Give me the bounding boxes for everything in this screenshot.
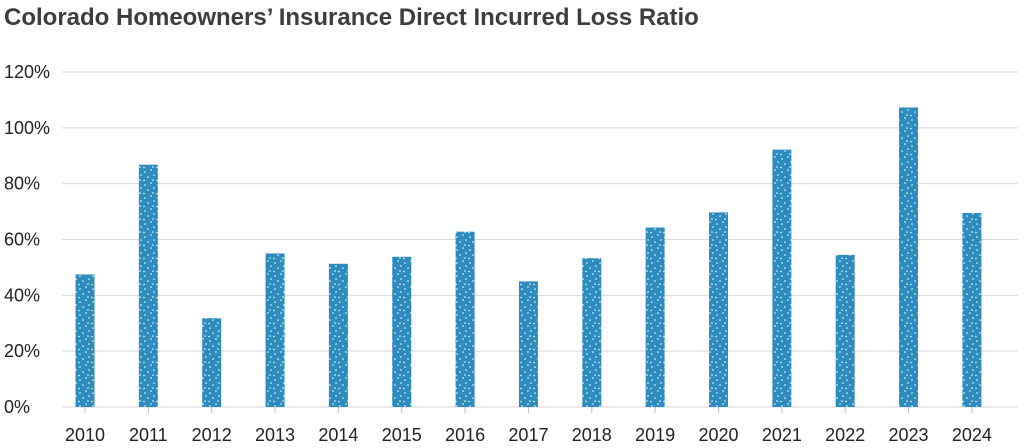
bar-2021 [772, 149, 792, 407]
y-tick-label: 20% [4, 341, 40, 361]
bar-2022 [835, 254, 855, 407]
y-tick-label: 0% [4, 397, 30, 417]
x-tick-label: 2014 [318, 425, 358, 445]
y-tick-label: 60% [4, 230, 40, 250]
bar-2024 [962, 212, 982, 407]
bar-2023 [899, 107, 919, 408]
x-tick-label: 2022 [825, 425, 865, 445]
y-tick-label: 80% [4, 174, 40, 194]
bar-2019 [645, 227, 665, 407]
x-tick-label: 2023 [889, 425, 929, 445]
bar-2018 [582, 258, 602, 407]
bar-2016 [455, 231, 475, 407]
bar-2011 [138, 164, 158, 407]
bar-2015 [392, 256, 412, 407]
bar-2014 [328, 263, 348, 407]
y-tick-label: 100% [4, 118, 50, 138]
x-tick-label: 2013 [255, 425, 295, 445]
bar-2010 [75, 274, 95, 407]
bars [75, 107, 982, 408]
bar-2012 [202, 318, 222, 407]
x-tick-label: 2019 [635, 425, 675, 445]
x-tick-label: 2010 [65, 425, 105, 445]
y-tick-label: 40% [4, 285, 40, 305]
y-tick-label: 120% [4, 62, 50, 82]
x-tick-label: 2020 [698, 425, 738, 445]
y-axis-tick-labels: 0% 20% 40% 60% 80% 100% 120% [4, 62, 50, 417]
x-tick-label: 2012 [192, 425, 232, 445]
chart-title: Colorado Homeowners’ Insurance Direct In… [4, 4, 699, 31]
x-tick-label: 2011 [129, 425, 168, 445]
x-tick-label: 2018 [572, 425, 612, 445]
gridlines [62, 71, 1018, 408]
x-tick-label: 2016 [445, 425, 485, 445]
bar-2020 [709, 212, 728, 407]
x-tick-label: 2021 [762, 425, 802, 445]
bar-2017 [518, 281, 538, 407]
x-axis-tick-labels: 2010 2011 2012 2013 2014 2015 2016 2017 2018 2019… [65, 407, 992, 445]
x-tick-label: 2024 [952, 425, 992, 445]
x-tick-label: 2017 [508, 425, 548, 445]
bar-2013 [265, 253, 285, 407]
x-tick-label: 2015 [382, 425, 422, 445]
